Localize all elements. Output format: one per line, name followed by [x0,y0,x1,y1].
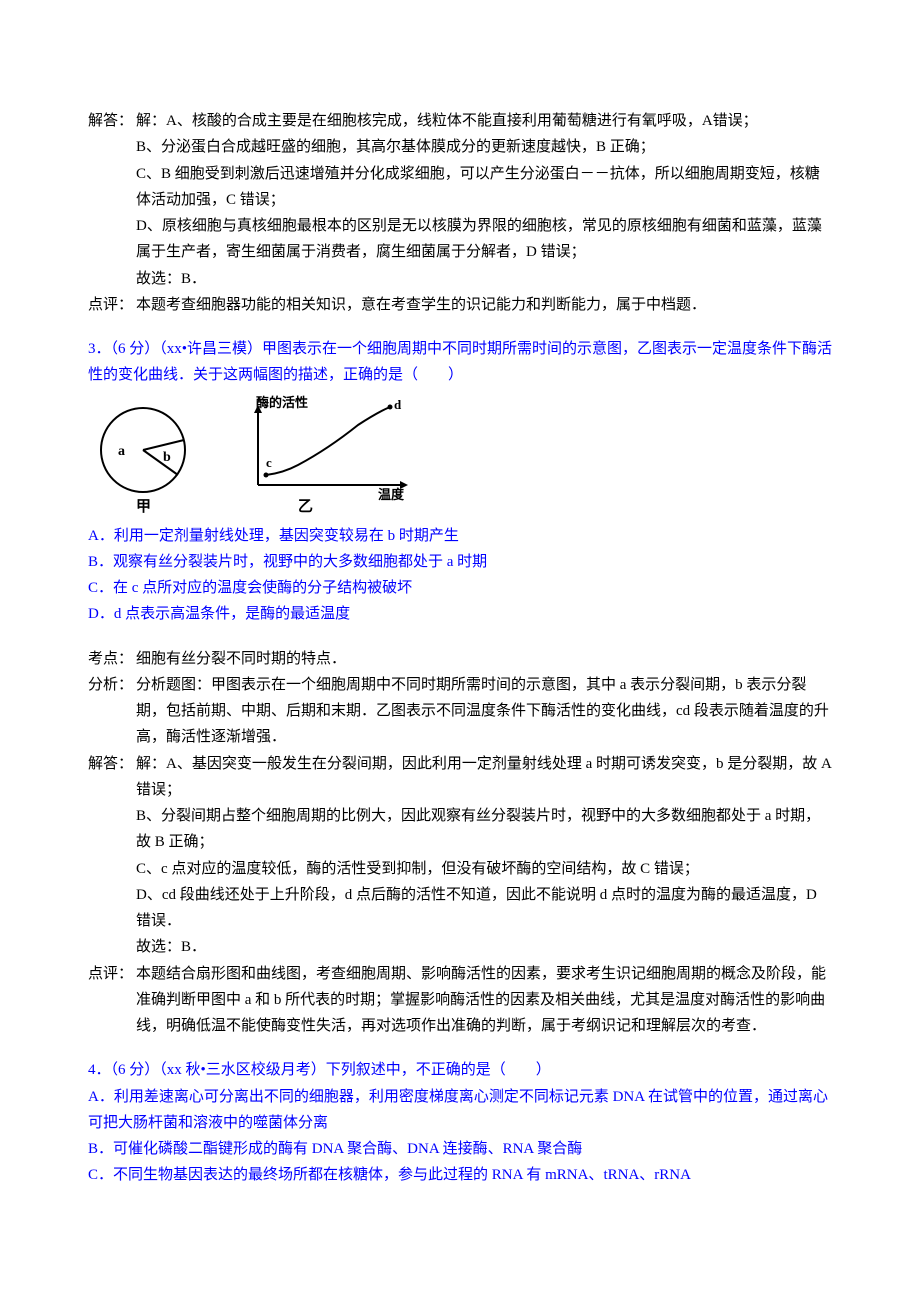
review-label: 点评： [88,292,136,318]
point-c [264,472,269,477]
q3-ans-a: A、基因突变一般发生在分裂间期，因此利用一定剂量射线处理 a 时期可诱发突变，b… [136,756,831,798]
answer-prefix: 解： [136,113,166,129]
spacer [88,1039,832,1057]
q3-ans-d: D、cd 段曲线还处于上升阶段，d 点后酶的活性不知道，因此不能说明 d 点时的… [88,882,832,935]
analysis-label: 分析： [88,672,136,698]
q2-opt-b: B、分泌蛋白合成越旺盛的细胞，其高尔基体膜成分的更新速度越快，B 正确； [88,134,832,160]
q4-stem: 4．（6 分）（xx 秋•三水区校级月考）下列叙述中，不正确的是（ ） [88,1057,832,1083]
q3-ans-c: C、c 点对应的温度较低，酶的活性受到抑制，但没有破坏酶的空间结构，故 C 错误… [88,856,832,882]
caption-jia: 甲 [136,498,151,515]
q4-option-a: A．利用差速离心可分离出不同的细胞器，利用密度梯度离心测定不同标记元素 DNA … [88,1084,832,1137]
q2-review: 本题考查细胞器功能的相关知识，意在考查学生的识记能力和判断能力，属于中档题． [136,292,832,318]
q3-option-d: D．d 点表示高温条件，是酶的最适温度 [88,601,832,627]
q3-pick: 故选：B． [88,934,832,960]
q4-option-c: C．不同生物基因表达的最终场所都在核糖体，参与此过程的 RNA 有 mRNA、t… [88,1162,832,1188]
kp-label: 考点： [88,646,136,672]
answer-label: 解答： [88,751,136,777]
curve-path [266,407,390,475]
q2-pick: 故选：B． [88,266,832,292]
y-axis-label: 酶的活性 [256,395,308,410]
q3-review-row: 点评： 本题结合扇形图和曲线图，考查细胞周期、影响酶活性的因素，要求考生识记细胞… [88,961,832,1040]
q3-stem: 3．（6 分）（xx•许昌三模）甲图表示在一个细胞周期中不同时期所需时间的示意图… [88,336,832,389]
q3-kp-row: 考点： 细胞有丝分裂不同时期的特点． [88,646,832,672]
point-d [388,404,393,409]
label-c: c [266,455,272,470]
q2-opt-c: C、B 细胞受到刺激后迅速增殖并分化成浆细胞，可以产生分泌蛋白－－抗体，所以细胞… [88,161,832,214]
spacer [88,628,832,646]
q3-option-a: A．利用一定剂量射线处理，基因突变较易在 b 时期产生 [88,523,832,549]
page: 解答： 解：A、核酸的合成主要是在细胞核完成，线粒体不能直接利用葡萄糖进行有氧呼… [0,0,920,1249]
q3-analysis-row: 分析： 分析题图：甲图表示在一个细胞周期中不同时期所需时间的示意图，其中 a 表… [88,672,832,751]
q3-figure: a b 甲 酶的活性 c d 温度 乙 [88,395,832,515]
q2-answer-row: 解答： 解：A、核酸的合成主要是在细胞核完成，线粒体不能直接利用葡萄糖进行有氧呼… [88,108,832,134]
answer-prefix: 解： [136,756,166,772]
label-d: d [394,397,402,412]
label-a: a [118,444,125,459]
q3-option-b: B．观察有丝分裂装片时，视野中的大多数细胞都处于 a 时期 [88,549,832,575]
q3-ans-b: B、分裂间期占整个细胞周期的比例大，因此观察有丝分裂装片时，视野中的大多数细胞都… [88,803,832,856]
curve-group: 酶的活性 c d 温度 乙 [254,395,408,515]
q3-answer-body: 解：A、基因突变一般发生在分裂间期，因此利用一定剂量射线处理 a 时期可诱发突变… [136,751,832,804]
q3-svg: a b 甲 酶的活性 c d 温度 乙 [88,395,428,515]
q3-analysis: 分析题图：甲图表示在一个细胞周期中不同时期所需时间的示意图，其中 a 表示分裂间… [136,672,832,751]
q3-answer-row: 解答： 解：A、基因突变一般发生在分裂间期，因此利用一定剂量射线处理 a 时期可… [88,751,832,804]
q2-opt-d: D、原核细胞与真核细胞最根本的区别是无以核膜为界限的细胞核，常见的原核细胞有细菌… [88,213,832,266]
x-axis-label: 温度 [378,487,405,502]
q4-option-b: B．可催化磷酸二酯键形成的酶有 DNA 聚合酶、DNA 连接酶、RNA 聚合酶 [88,1136,832,1162]
q2-answer-body: 解：A、核酸的合成主要是在细胞核完成，线粒体不能直接利用葡萄糖进行有氧呼吸，A错… [136,108,832,134]
spacer [88,318,832,336]
review-label: 点评： [88,961,136,987]
label-b: b [163,450,171,465]
q2-review-row: 点评： 本题考查细胞器功能的相关知识，意在考查学生的识记能力和判断能力，属于中档… [88,292,832,318]
q3-kp: 细胞有丝分裂不同时期的特点． [136,646,832,672]
q2-opt-a: A、核酸的合成主要是在细胞核完成，线粒体不能直接利用葡萄糖进行有氧呼吸，A错误； [166,113,758,129]
caption-yi: 乙 [298,499,313,515]
q3-review: 本题结合扇形图和曲线图，考查细胞周期、影响酶活性的因素，要求考生识记细胞周期的概… [136,961,832,1040]
answer-label: 解答： [88,108,136,134]
q3-option-c: C．在 c 点所对应的温度会使酶的分子结构被破坏 [88,575,832,601]
